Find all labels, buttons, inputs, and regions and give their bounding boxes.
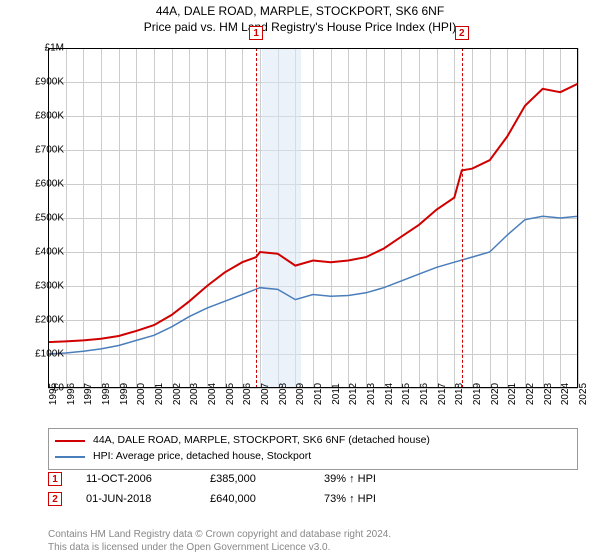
footer-line-2: This data is licensed under the Open Gov… — [48, 541, 391, 554]
plot-border — [48, 48, 578, 388]
x-tick-label: 2023 — [543, 383, 554, 405]
chart-area: 12 — [48, 48, 578, 388]
event-row-2: 2 01-JUN-2018 £640,000 73% ↑ HPI — [48, 492, 578, 506]
x-tick-label: 2000 — [136, 383, 147, 405]
x-tick-label: 2018 — [454, 383, 465, 405]
x-tick-label: 2016 — [419, 383, 430, 405]
y-tick-label: £900K — [14, 77, 64, 88]
x-tick-label: 2014 — [384, 383, 395, 405]
x-tick-label: 2004 — [207, 383, 218, 405]
x-tick-label: 2013 — [366, 383, 377, 405]
legend-label-hpi: HPI: Average price, detached house, Stoc… — [93, 449, 311, 465]
event-row-1: 1 11-OCT-2006 £385,000 39% ↑ HPI — [48, 472, 578, 486]
footer-line-1: Contains HM Land Registry data © Crown c… — [48, 528, 391, 541]
x-tick-label: 2006 — [242, 383, 253, 405]
y-tick-label: £200K — [14, 315, 64, 326]
x-tick-label: 2020 — [490, 383, 501, 405]
legend-swatch-hpi — [55, 456, 85, 458]
y-tick-label: £300K — [14, 281, 64, 292]
title-block: 44A, DALE ROAD, MARPLE, STOCKPORT, SK6 6… — [0, 0, 600, 35]
x-tick-label: 1999 — [119, 383, 130, 405]
legend-item-price: 44A, DALE ROAD, MARPLE, STOCKPORT, SK6 6… — [55, 433, 571, 449]
marker-flag-1: 1 — [249, 26, 263, 40]
legend-item-hpi: HPI: Average price, detached house, Stoc… — [55, 449, 571, 465]
x-tick-label: 2012 — [348, 383, 359, 405]
event-marker-2: 2 — [48, 492, 62, 506]
legend-label-price: 44A, DALE ROAD, MARPLE, STOCKPORT, SK6 6… — [93, 433, 430, 449]
x-tick-label: 2019 — [472, 383, 483, 405]
x-tick-label: 2021 — [507, 383, 518, 405]
x-tick-label: 2011 — [331, 383, 342, 405]
event-price-2: £640,000 — [210, 493, 300, 505]
x-tick-label: 2007 — [260, 383, 271, 405]
x-tick-label: 1996 — [66, 383, 77, 405]
x-tick-label: 2010 — [313, 383, 324, 405]
title-line-1: 44A, DALE ROAD, MARPLE, STOCKPORT, SK6 6… — [0, 4, 600, 20]
legend-swatch-price — [55, 440, 85, 442]
x-tick-label: 2025 — [578, 383, 589, 405]
y-tick-label: £1M — [14, 43, 64, 54]
event-table: 1 11-OCT-2006 £385,000 39% ↑ HPI 2 01-JU… — [48, 472, 578, 512]
y-tick-label: £700K — [14, 145, 64, 156]
x-tick-label: 2015 — [401, 383, 412, 405]
x-tick-label: 2008 — [278, 383, 289, 405]
event-date-1: 11-OCT-2006 — [86, 473, 186, 485]
event-hpi-1: 39% ↑ HPI — [324, 473, 414, 485]
x-tick-label: 1995 — [48, 383, 59, 405]
event-marker-1: 1 — [48, 472, 62, 486]
x-tick-label: 1998 — [101, 383, 112, 405]
x-tick-label: 2017 — [437, 383, 448, 405]
marker-flag-2: 2 — [455, 26, 469, 40]
x-tick-label: 2024 — [560, 383, 571, 405]
y-tick-label: £400K — [14, 247, 64, 258]
y-tick-label: £800K — [14, 111, 64, 122]
event-price-1: £385,000 — [210, 473, 300, 485]
x-tick-label: 2003 — [189, 383, 200, 405]
legend: 44A, DALE ROAD, MARPLE, STOCKPORT, SK6 6… — [48, 428, 578, 470]
y-tick-label: £100K — [14, 349, 64, 360]
event-hpi-2: 73% ↑ HPI — [324, 493, 414, 505]
x-tick-label: 2005 — [225, 383, 236, 405]
x-tick-label: 2002 — [172, 383, 183, 405]
y-tick-label: £500K — [14, 213, 64, 224]
x-tick-label: 2009 — [295, 383, 306, 405]
title-line-2: Price paid vs. HM Land Registry's House … — [0, 20, 600, 36]
x-tick-label: 2022 — [525, 383, 536, 405]
y-tick-label: £600K — [14, 179, 64, 190]
footer: Contains HM Land Registry data © Crown c… — [48, 528, 391, 554]
x-tick-label: 2001 — [154, 383, 165, 405]
x-tick-label: 1997 — [83, 383, 94, 405]
event-date-2: 01-JUN-2018 — [86, 493, 186, 505]
